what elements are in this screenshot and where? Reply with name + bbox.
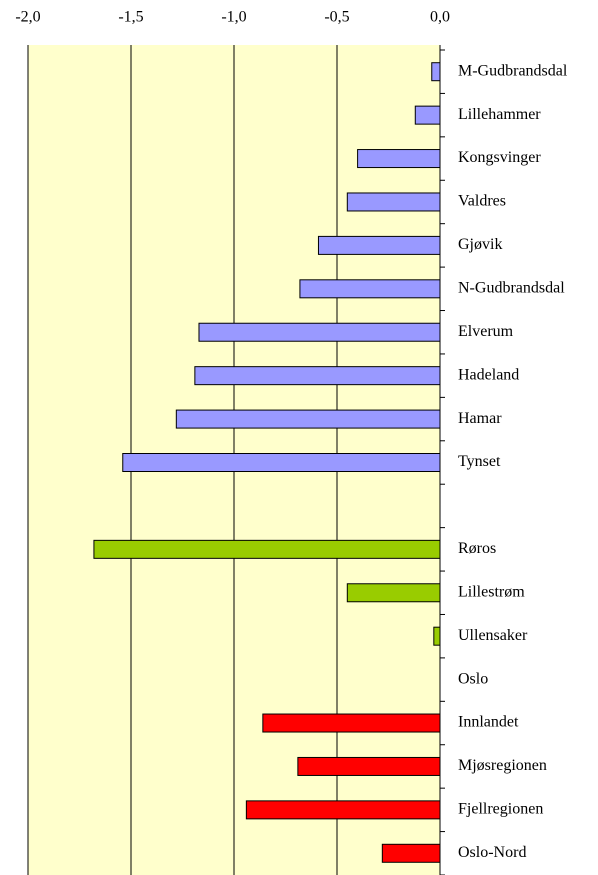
x-tick-label: -1,5: [118, 9, 143, 26]
bar: [414, 105, 441, 125]
bar: [297, 756, 441, 776]
bar: [245, 800, 441, 820]
y-tick-label: Oslo: [458, 670, 488, 687]
y-tick-label: Elverum: [458, 323, 514, 340]
bar: [357, 149, 441, 169]
y-tick-label: Valdres: [458, 193, 506, 210]
y-tick-label: Røros: [458, 540, 496, 557]
bar: [433, 626, 441, 646]
y-tick-label: Hadeland: [458, 366, 519, 383]
y-tick-label: Lillestrøm: [458, 583, 525, 600]
bar: [346, 192, 441, 212]
y-tick-label: Lillehammer: [458, 106, 541, 123]
bar: [262, 713, 441, 733]
y-tick-label: Hamar: [458, 410, 502, 427]
y-tick-label: Tynset: [458, 453, 501, 470]
y-tick-label: Innlandet: [458, 714, 519, 731]
bar: [175, 409, 441, 429]
bar: [299, 279, 441, 299]
y-tick-label: Gjøvik: [458, 236, 502, 253]
y-tick-label: Kongsvinger: [458, 149, 541, 166]
y-tick-label: N-Gudbrandsdal: [458, 279, 565, 296]
y-tick-label: Oslo-Nord: [458, 844, 526, 861]
bar: [317, 235, 441, 255]
x-tick-label: -0,5: [324, 9, 349, 26]
bar: [431, 62, 441, 82]
y-tick-label: Mjøsregionen: [458, 757, 547, 774]
bar: [381, 843, 441, 863]
y-tick-label: M-Gudbrandsdal: [458, 62, 568, 79]
bar: [194, 366, 441, 386]
y-tick-label: Fjellregionen: [458, 801, 543, 818]
bar: [93, 539, 441, 559]
bar: [198, 322, 441, 342]
y-tick-label: Ullensaker: [458, 627, 528, 644]
x-tick-label: -1,0: [221, 9, 246, 26]
bar: [122, 453, 441, 472]
x-tick-label: 0,0: [430, 9, 450, 26]
bar: [346, 583, 441, 603]
x-tick-label: -2,0: [15, 9, 40, 26]
